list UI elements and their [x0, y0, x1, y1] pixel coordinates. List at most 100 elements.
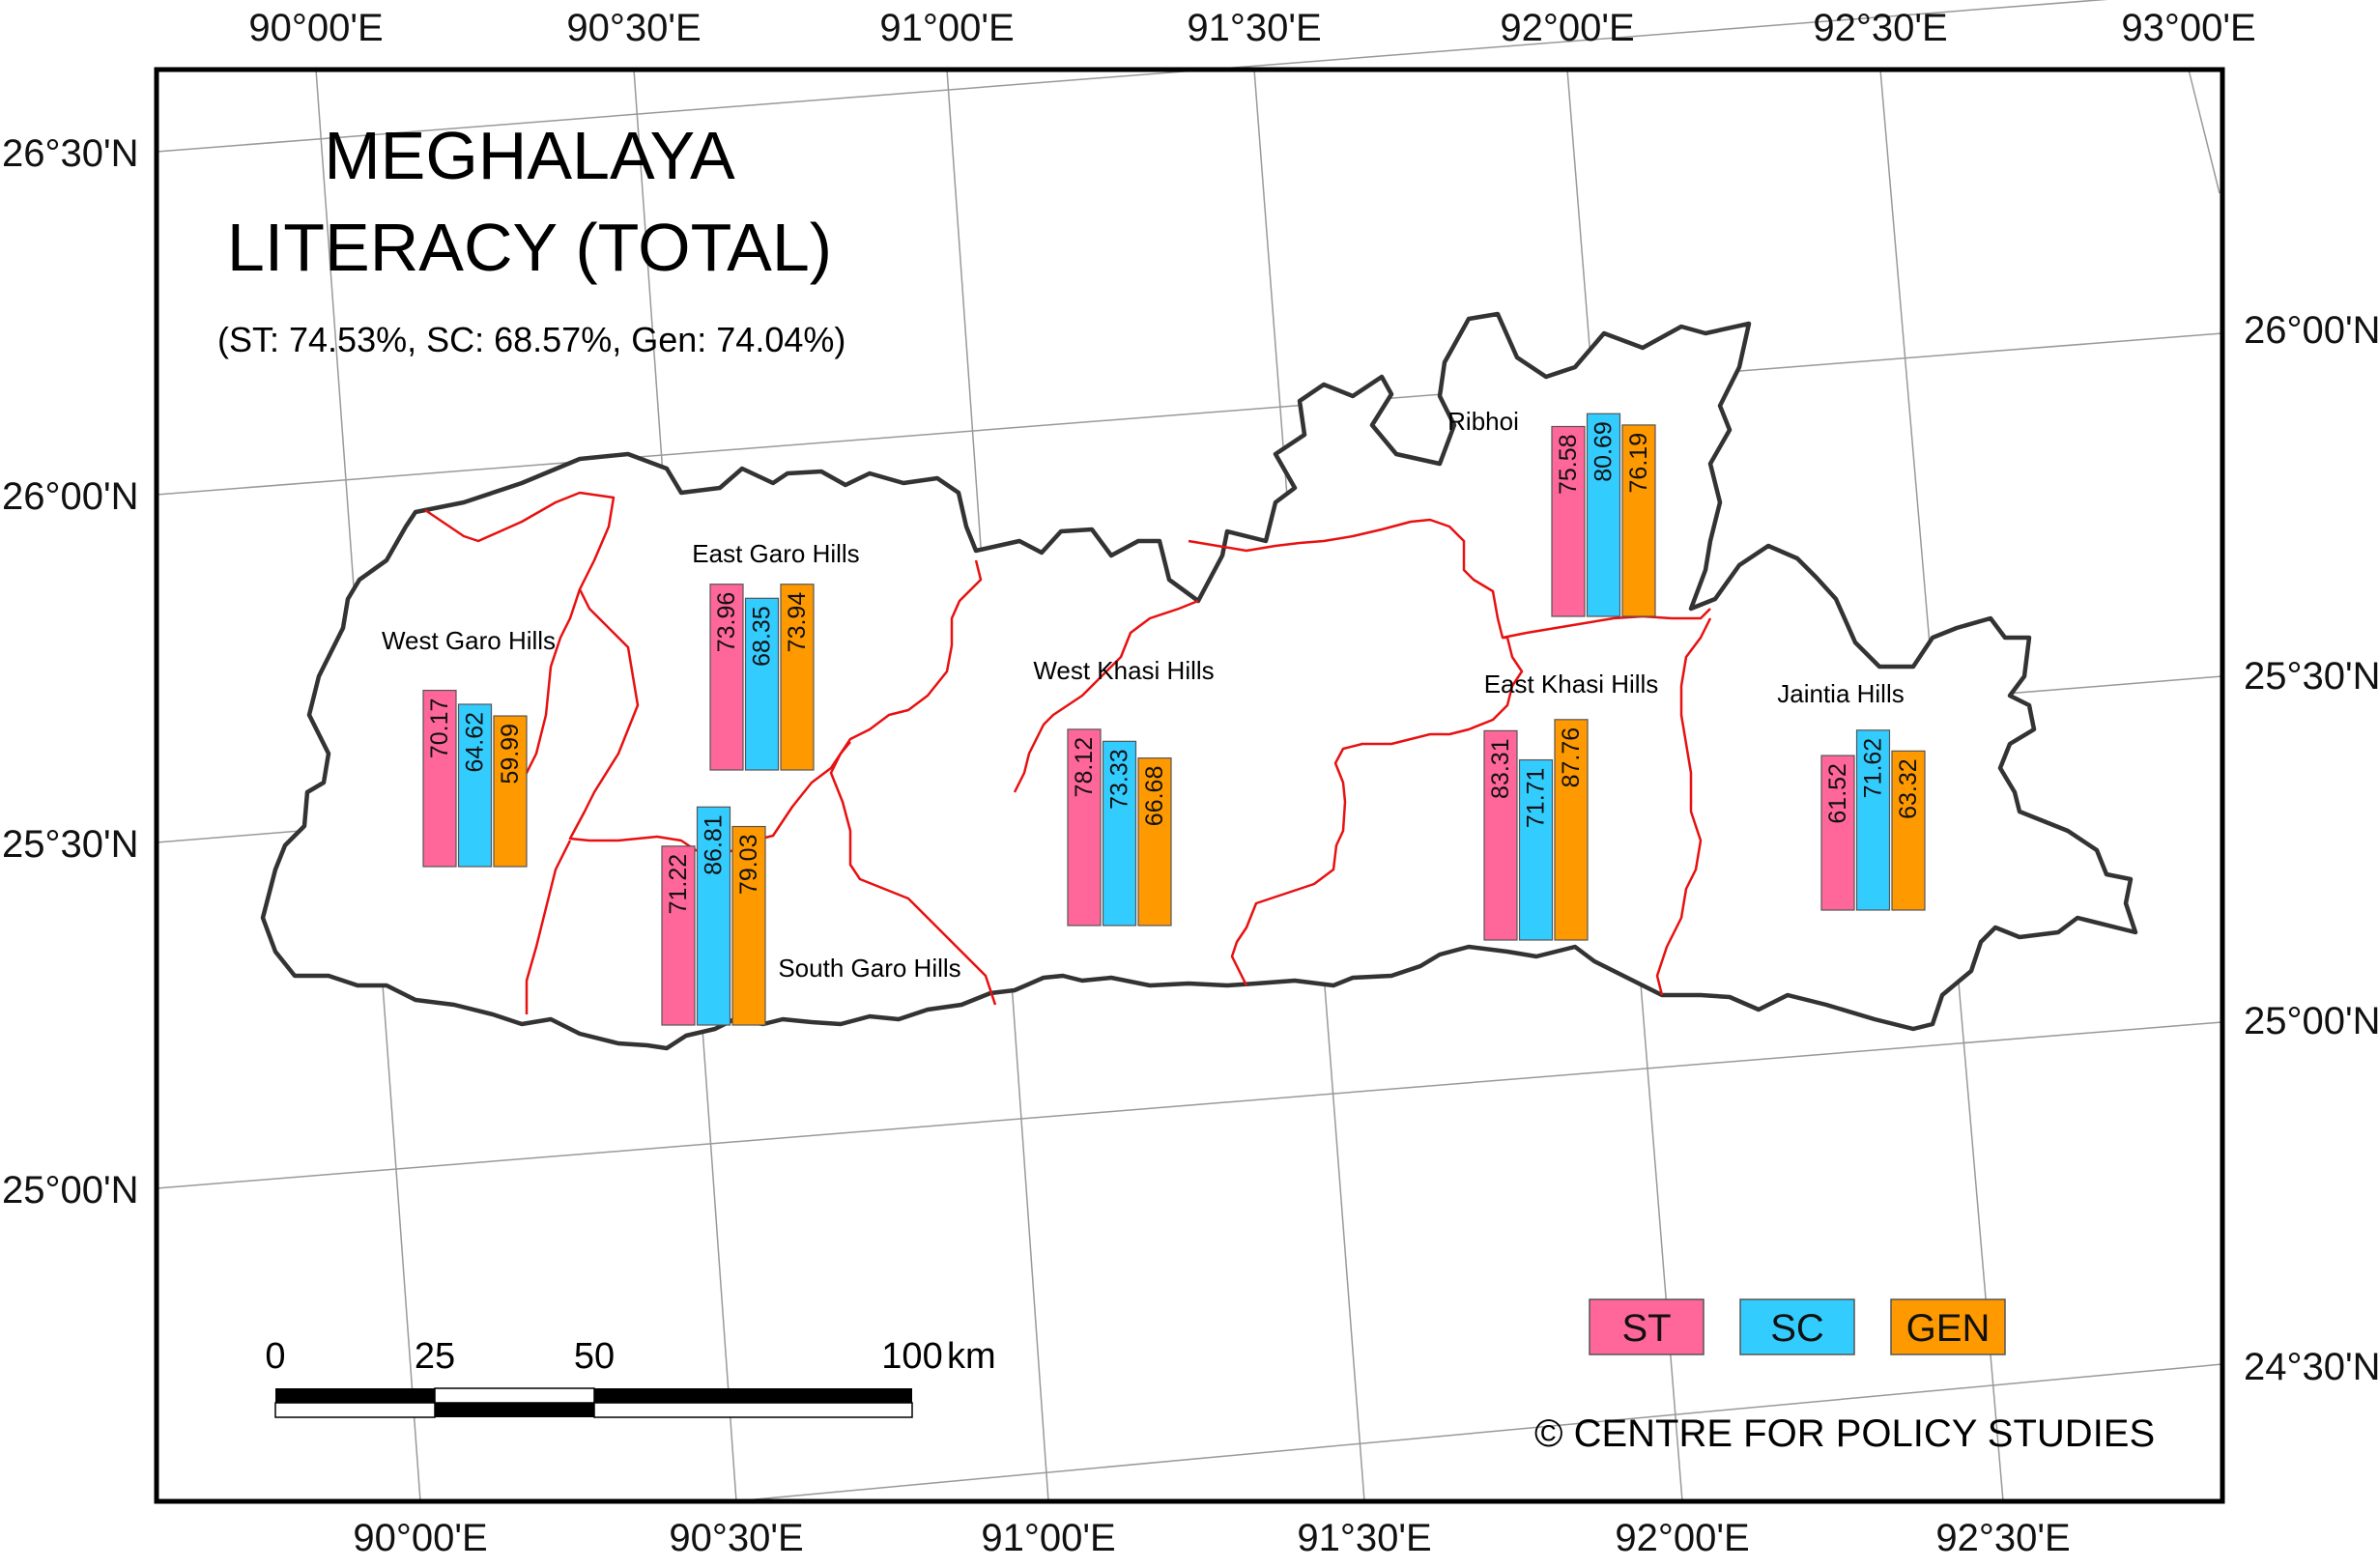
map-title-line2: LITERACY (TOTAL) — [227, 210, 832, 285]
district-charts: West Garo Hills 70.17 64.62 59.99 East Garo … — [382, 407, 1926, 1026]
bar-sc — [457, 703, 493, 868]
bar-st — [1483, 729, 1518, 941]
district-name: Jaintia Hills — [1777, 679, 1905, 708]
district-boundary-line — [1655, 617, 1712, 996]
longitude-label: 91°00'E — [981, 1517, 1115, 1559]
scale-bar-segment — [593, 1402, 913, 1418]
bar-value-label: 75.58 — [1555, 434, 1582, 495]
scale-label-50: 50 — [574, 1336, 615, 1377]
credit-text: © CENTRE FOR POLICY STUDIES — [1534, 1412, 2155, 1455]
bottom-longitude-labels: 90°00'E 90°30'E 91°00'E 91°30'E 92°00'E 92°30… — [353, 1517, 2070, 1559]
scale-bar-segment — [275, 1388, 435, 1403]
latitude-label: 26°30'N — [2, 132, 139, 175]
bar-sc — [744, 597, 780, 771]
bar-st — [1551, 425, 1586, 617]
bar-st — [422, 689, 457, 868]
longitude-label: 92°30'E — [1935, 1517, 2070, 1559]
longitude-label: 92°30'E — [1813, 7, 1947, 49]
bar-value-label: 59.99 — [497, 724, 524, 784]
right-latitude-labels: 26°00'N 25°30'N 25°00'N 24°30'N — [2244, 309, 2378, 1388]
longitude-label: 92°00'E — [1500, 7, 1634, 49]
bar-value-label: 71.62 — [1860, 738, 1887, 799]
latitude-label: 24°30'N — [2244, 1346, 2378, 1388]
legend-label: ST — [1621, 1307, 1671, 1350]
scale-bar: 0 25 50 100 km — [265, 1336, 996, 1418]
scale-label-25: 25 — [415, 1336, 455, 1377]
scale-label-0: 0 — [265, 1336, 285, 1377]
bar-value-label: 71.71 — [1523, 768, 1550, 829]
legend-swatch-gen — [1890, 1298, 2006, 1355]
map-title: MEGHALAYA — [324, 118, 735, 193]
bar-value-label: 73.33 — [1106, 749, 1133, 810]
latitude-label: 25°30'N — [2244, 655, 2378, 698]
bar-gen — [1891, 750, 1926, 911]
longitude-label: 90°30'E — [566, 7, 701, 49]
district-group: South Garo Hills 71.22 86.81 79.03 — [661, 806, 961, 1026]
bar-value-label: 73.96 — [713, 592, 740, 653]
map-frame — [154, 67, 2225, 1504]
district-group: Jaintia Hills 61.52 71.62 63.32 — [1777, 679, 1926, 911]
scale-bar-segment — [594, 1388, 912, 1403]
district-boundary-line — [829, 741, 997, 1006]
scale-bar-segment — [274, 1402, 436, 1418]
bar-value-label: 71.22 — [665, 854, 692, 915]
district-group: West Khasi Hills 78.12 73.33 66.68 — [1033, 656, 1215, 927]
bar-gen — [493, 715, 528, 868]
bar-gen — [780, 584, 815, 771]
district-boundary-line — [1502, 608, 1711, 640]
latitude-label: 26°00'N — [2244, 309, 2378, 352]
bar-value-label: 87.76 — [1558, 727, 1585, 788]
bar-sc — [1102, 740, 1137, 927]
latitude-label: 25°30'N — [2, 823, 139, 866]
legend-label: GEN — [1906, 1307, 1991, 1350]
bar-value-label: 83.31 — [1487, 738, 1514, 799]
bar-value-label: 68.35 — [749, 606, 776, 667]
bar-st — [709, 584, 744, 771]
longitude-label: 90°00'E — [353, 1517, 487, 1559]
district-name: South Garo Hills — [778, 954, 960, 983]
district-group: Ribhoi 75.58 80.69 76.19 — [1447, 407, 1656, 617]
bar-gen — [1137, 757, 1172, 927]
meridian-line — [2188, 69, 2220, 194]
top-longitude-labels: 90°00'E 90°30'E 91°00'E 91°30'E 92°00'E 92°30… — [248, 7, 2255, 49]
district-name: East Garo Hills — [692, 539, 859, 568]
district-group: East Garo Hills 73.96 68.35 73.94 — [692, 539, 860, 771]
legend-swatch-sc — [1739, 1298, 1855, 1355]
longitude-label: 92°00'E — [1615, 1517, 1749, 1559]
bar-value-label: 64.62 — [462, 712, 489, 773]
bar-value-label: 61.52 — [1824, 763, 1851, 824]
bar-gen — [1554, 719, 1589, 941]
bar-value-label: 79.03 — [735, 835, 762, 896]
longitude-label: 91°30'E — [1297, 1517, 1431, 1559]
bar-sc — [1518, 758, 1554, 941]
district-name: West Khasi Hills — [1033, 656, 1214, 685]
longitude-label: 90°00'E — [248, 7, 383, 49]
bar-value-label: 86.81 — [701, 814, 728, 875]
bar-value-label: 80.69 — [1590, 421, 1618, 482]
bar-sc — [1855, 729, 1891, 911]
bar-st — [1067, 728, 1102, 927]
bar-st — [661, 845, 696, 1026]
left-latitude-labels: 26°30'N 26°00'N 25°30'N 25°00'N — [2, 132, 139, 1212]
bar-value-label: 73.94 — [784, 592, 811, 653]
bar-gen — [1621, 424, 1656, 617]
district-group: West Garo Hills 70.17 64.62 59.99 — [382, 626, 556, 868]
scale-unit: km — [947, 1336, 996, 1377]
bar-st — [1820, 755, 1855, 911]
legend: ST SC GEN — [1589, 1298, 2006, 1355]
legend-label: SC — [1770, 1307, 1824, 1350]
legend-swatch-st — [1589, 1298, 1705, 1355]
longitude-label: 90°30'E — [669, 1517, 803, 1559]
longitude-label: 93°00'E — [2121, 7, 2255, 49]
longitude-label: 91°00'E — [879, 7, 1014, 49]
district-name: West Garo Hills — [382, 626, 556, 655]
bar-sc — [1586, 413, 1621, 617]
bar-value-label: 66.68 — [1141, 766, 1168, 827]
latitude-label: 25°00'N — [2, 1169, 139, 1212]
bar-sc — [696, 806, 731, 1026]
bar-value-label: 76.19 — [1625, 433, 1652, 494]
district-boundary-line — [1013, 599, 1199, 793]
district-name: East Khasi Hills — [1484, 670, 1659, 698]
parallel-line — [156, 1021, 2223, 1189]
